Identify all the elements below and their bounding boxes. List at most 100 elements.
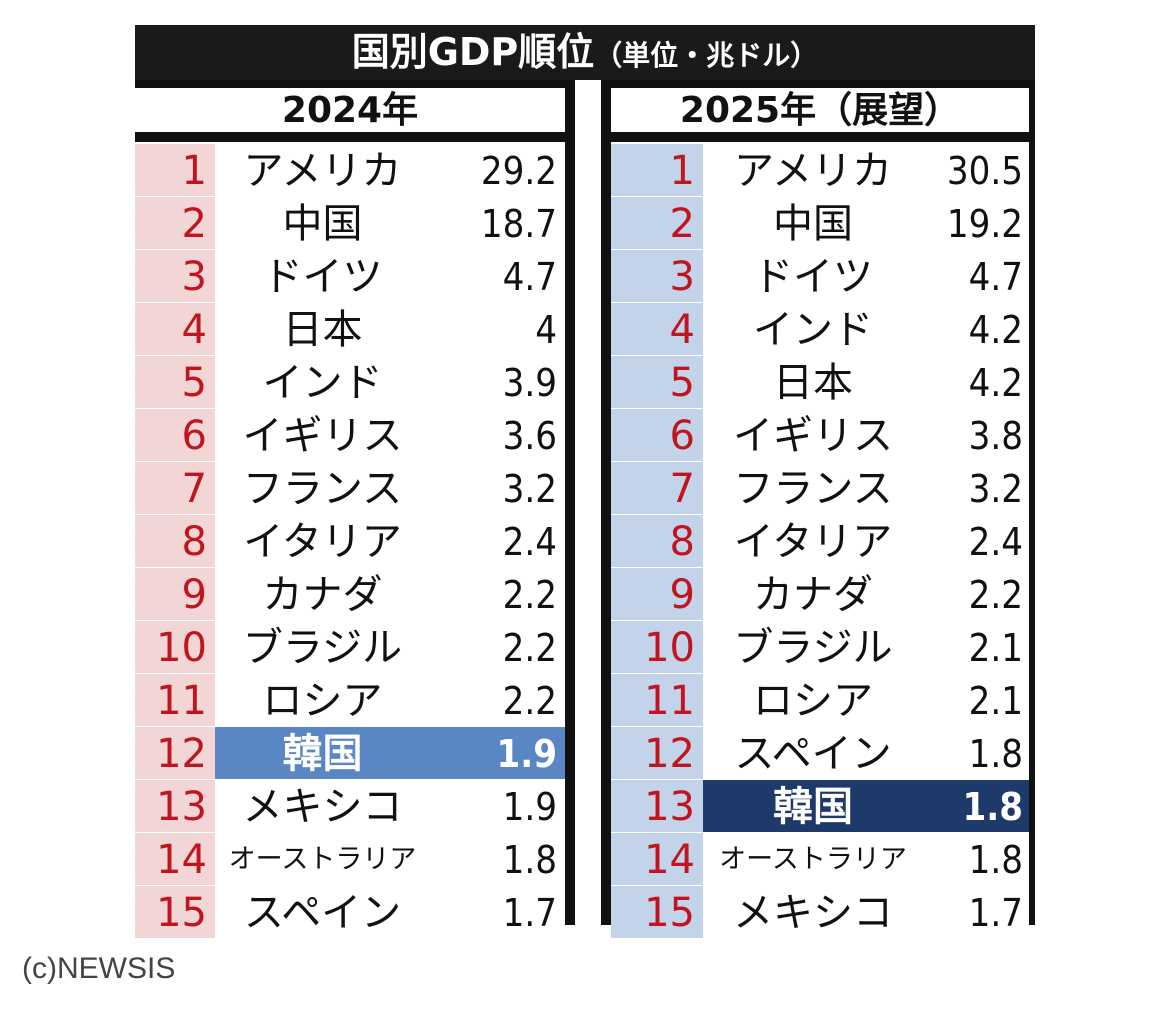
table-row: 7 フランス 3.2	[135, 462, 565, 514]
table-row: 1 アメリカ 29.2	[135, 144, 565, 196]
gdp-value-cell: 2.1	[968, 626, 1023, 670]
country-cell: イギリス	[242, 413, 403, 459]
country-cell: アメリカ	[243, 148, 402, 194]
table-row: 5 インド 3.9	[135, 356, 565, 408]
gdp-value-cell: 1.8	[968, 732, 1023, 776]
rank-cell: 5	[611, 356, 703, 408]
table-row: 1 アメリカ 30.5	[611, 144, 1029, 196]
country-cell: 中国	[773, 201, 853, 247]
country-cell: メキシコ	[242, 784, 403, 830]
rank-cell: 6	[135, 409, 215, 461]
rank-cell: 1	[135, 144, 215, 196]
gdp-value-cell: 4.2	[968, 361, 1023, 405]
table-row: 12 スペイン 1.8	[611, 727, 1029, 779]
rank-cell: 10	[135, 621, 215, 673]
country-cell: ロシア	[753, 678, 873, 724]
country-cell: メキシコ	[733, 890, 893, 936]
rank-cell: 9	[611, 568, 703, 620]
table-2024: 2024年 1 アメリカ 29.2 2 中国 18.7 3 ドイツ 4.7 4 日本 4 5 インド 3.9…	[135, 80, 575, 938]
chart-title-bar: 国別GDP順位（単位・兆ドル）	[135, 25, 1035, 80]
gdp-value-cell: 2.4	[502, 520, 557, 564]
country-cell: オーストラリア	[228, 844, 417, 875]
rank-cell: 13	[135, 780, 215, 832]
gdp-value-cell: 4.7	[968, 255, 1023, 299]
country-cell: 韓国	[773, 784, 853, 830]
table-row: 10 ブラジル 2.1	[611, 621, 1029, 673]
gdp-value-cell: 1.8	[502, 838, 557, 882]
gdp-value-cell: 1.7	[502, 891, 557, 935]
table-row: 11 ロシア 2.1	[611, 674, 1029, 726]
country-cell: 日本	[773, 360, 853, 406]
rank-cell: 5	[135, 356, 215, 408]
gdp-value-cell: 3.2	[502, 467, 557, 511]
country-cell: ドイツ	[262, 254, 383, 300]
rank-cell: 8	[135, 515, 215, 567]
table-row: 8 イタリア 2.4	[611, 515, 1029, 567]
table-row: 9 カナダ 2.2	[135, 568, 565, 620]
table-row: 13 メキシコ 1.9	[135, 780, 565, 832]
rank-cell: 14	[611, 833, 703, 885]
country-cell: インド	[753, 307, 873, 353]
rank-cell: 9	[135, 568, 215, 620]
country-cell: イタリア	[733, 519, 893, 565]
country-cell: イギリス	[733, 413, 893, 459]
rank-cell: 2	[611, 197, 703, 249]
chart-subtitle: （単位・兆ドル）	[594, 39, 819, 72]
rank-cell: 3	[135, 250, 215, 302]
rank-cell: 11	[611, 674, 703, 726]
gdp-value-cell: 3.8	[968, 414, 1023, 458]
table-row: 8 イタリア 2.4	[135, 515, 565, 567]
table-row: 4 日本 4	[135, 303, 565, 355]
rank-cell: 10	[611, 621, 703, 673]
table-2025-header: 2025年（展望）	[611, 88, 1029, 132]
country-cell: 韓国	[282, 731, 363, 777]
rank-cell: 12	[135, 727, 215, 779]
rank-cell: 15	[611, 886, 703, 938]
rank-cell: 14	[135, 833, 215, 885]
rank-cell: 12	[611, 727, 703, 779]
country-cell: ドイツ	[753, 254, 873, 300]
gdp-value-cell: 3.2	[968, 467, 1023, 511]
chart-title: 国別GDP順位	[351, 30, 595, 74]
table-row: 6 イギリス 3.6	[135, 409, 565, 461]
rank-cell: 11	[135, 674, 215, 726]
rank-cell: 13	[611, 780, 703, 832]
rank-cell: 4	[611, 303, 703, 355]
country-cell: スペイン	[734, 731, 892, 777]
rank-cell: 8	[611, 515, 703, 567]
table-row: 10 ブラジル 2.2	[135, 621, 565, 673]
gdp-value-cell: 30.5	[946, 149, 1023, 193]
rank-cell: 2	[135, 197, 215, 249]
table-row: 14 オーストラリア 1.8	[611, 833, 1029, 885]
gdp-value-cell: 2.2	[968, 573, 1023, 617]
table-row: 12 韓国 1.9	[135, 727, 565, 779]
rank-cell: 15	[135, 886, 215, 938]
table-row: 5 日本 4.2	[611, 356, 1029, 408]
gdp-value-cell: 2.2	[502, 626, 557, 670]
table-row: 9 カナダ 2.2	[611, 568, 1029, 620]
rank-cell: 4	[135, 303, 215, 355]
country-cell: フランス	[242, 466, 403, 512]
rank-cell: 1	[611, 144, 703, 196]
gdp-value-cell: 4.2	[968, 308, 1023, 352]
table-row: 15 メキシコ 1.7	[611, 886, 1029, 938]
table-row: 11 ロシア 2.2	[135, 674, 565, 726]
gdp-value-cell: 2.2	[502, 679, 557, 723]
country-cell: フランス	[733, 466, 893, 512]
highlight-band	[703, 780, 1029, 832]
gdp-value-cell: 3.6	[502, 414, 557, 458]
rank-cell: 6	[611, 409, 703, 461]
gdp-value-cell: 1.8	[962, 785, 1023, 829]
table-row: 14 オーストラリア 1.8	[135, 833, 565, 885]
country-cell: ロシア	[262, 678, 383, 724]
gdp-value-cell: 2.2	[502, 573, 557, 617]
gdp-value-cell: 1.8	[968, 838, 1023, 882]
table-2025-rows: 1 アメリカ 30.5 2 中国 19.2 3 ドイツ 4.7 4 インド 4.2 5 日本 4.2 6 イギリ…	[611, 142, 1029, 938]
country-cell: オーストラリア	[719, 844, 907, 875]
country-cell: ブラジル	[242, 625, 403, 671]
rank-cell: 7	[611, 462, 703, 514]
gdp-value-cell: 2.1	[968, 679, 1023, 723]
table-row: 7 フランス 3.2	[611, 462, 1029, 514]
table-row: 4 インド 4.2	[611, 303, 1029, 355]
table-2024-rows: 1 アメリカ 29.2 2 中国 18.7 3 ドイツ 4.7 4 日本 4 5 インド 3.9 6 イギリス 3…	[135, 142, 565, 938]
